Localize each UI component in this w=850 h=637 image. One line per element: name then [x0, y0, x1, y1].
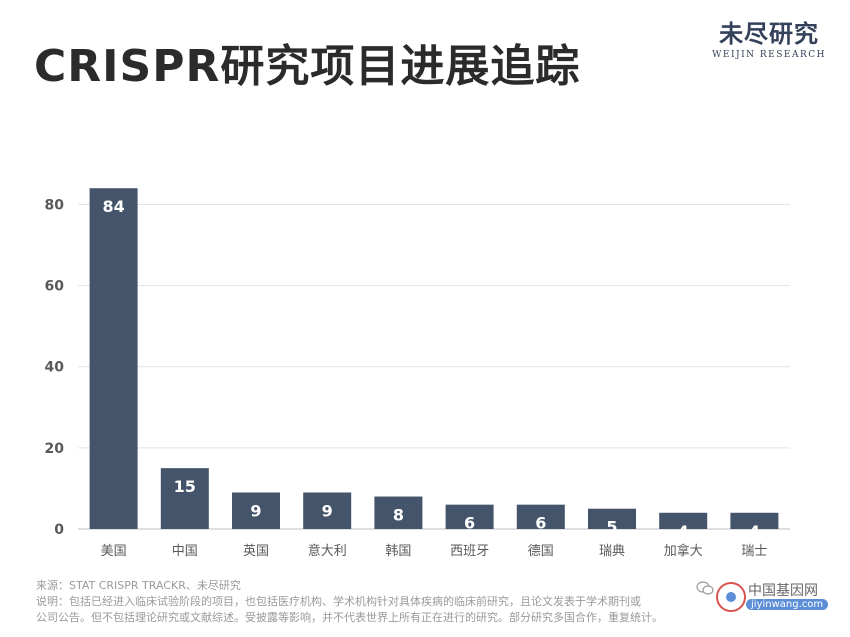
bar-value-label: 15 — [174, 477, 196, 496]
bar — [160, 468, 209, 529]
source-note: 来源：STAT CRISPR TRACKR、未尽研究 — [36, 579, 241, 592]
bar-value-label: 9 — [250, 501, 261, 520]
brand-logo-main: 未尽研究 — [719, 19, 820, 48]
bar-value-label: 4 — [749, 522, 760, 541]
bar — [730, 512, 779, 529]
x-category-label: 英国 — [243, 544, 269, 559]
x-category-label: 瑞典 — [599, 544, 625, 559]
watermark-text: 中国基因网 — [748, 583, 818, 599]
y-tick-label: 20 — [45, 441, 65, 457]
x-category-label: 西班牙 — [450, 544, 489, 559]
y-tick-label: 0 — [54, 522, 64, 538]
x-category-label: 韩国 — [385, 544, 411, 559]
x-category-label: 加拿大 — [664, 543, 703, 559]
watermark: 中国基因网 jiyinwang.com — [716, 582, 836, 612]
page-title: CRISPR研究项目进展追踪 — [34, 41, 581, 92]
y-tick-label: 40 — [45, 360, 65, 376]
y-axis-labels: 0 20 40 60 80 — [45, 197, 65, 538]
bar — [374, 496, 423, 529]
bar-value-label: 6 — [535, 514, 546, 533]
bar — [659, 512, 708, 529]
bar-value-label: 9 — [322, 501, 333, 520]
bar — [232, 492, 280, 529]
x-category-label: 中国 — [172, 544, 198, 559]
y-tick-label: 60 — [45, 279, 65, 295]
watermark-url: jiyinwang.com — [746, 599, 829, 610]
x-category-label: 瑞士 — [741, 544, 767, 559]
bar-value-label: 5 — [606, 518, 617, 537]
brand-logo-sub: WEIJIN RESEARCH — [712, 50, 826, 60]
bar — [516, 504, 565, 529]
x-category-label: 德国 — [528, 544, 554, 559]
bar — [303, 492, 352, 529]
bar-value-label: 6 — [464, 514, 475, 533]
chart-notes: 来源：STAT CRISPR TRACKR、未尽研究 说明：包括已经进入临床试验… — [36, 578, 726, 626]
x-category-label: 美国 — [101, 544, 127, 559]
brand-logo: 未尽研究 WEIJIN RESEARCH — [712, 14, 826, 60]
bar-value-label: 4 — [678, 522, 689, 541]
description-note-1: 说明：包括已经进入临床试验阶段的项目，也包括医疗机构、学术机构针对具体疾病的临床… — [36, 595, 641, 608]
wechat-icon — [696, 581, 714, 595]
x-axis-labels: 美国 中国 英国 意大利 韩国 西班牙 德国 瑞典 加拿大 瑞士 — [101, 543, 768, 559]
bar — [588, 508, 636, 529]
watermark-logo-icon — [716, 582, 746, 612]
x-category-label: 意大利 — [308, 543, 347, 559]
chart-bars: 84 15 9 9 8 6 6 5 4 4 — [89, 188, 779, 541]
bar — [89, 188, 138, 529]
bar-value-label: 84 — [102, 197, 124, 216]
bar — [445, 504, 494, 529]
description-note-2: 公司公告。但不包括理论研究或文献综述。受披露等影响，并不代表世界上所有正在进行的… — [36, 611, 663, 624]
bar-value-label: 8 — [393, 506, 404, 525]
y-tick-label: 80 — [45, 197, 65, 213]
